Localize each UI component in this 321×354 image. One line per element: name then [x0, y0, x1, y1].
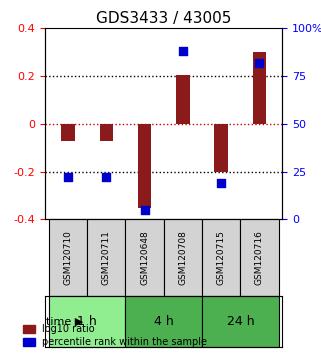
FancyBboxPatch shape: [49, 296, 126, 347]
FancyBboxPatch shape: [126, 219, 164, 296]
Point: [65, 175, 71, 180]
Bar: [100, 124, 113, 141]
Point: [219, 180, 224, 186]
Text: GSM120715: GSM120715: [217, 230, 226, 285]
Text: GSM120708: GSM120708: [178, 230, 187, 285]
Text: GSM120710: GSM120710: [64, 230, 73, 285]
Text: 24 h: 24 h: [227, 315, 254, 328]
Point: [180, 48, 186, 54]
Bar: [214, 124, 228, 172]
Bar: [253, 52, 266, 124]
Text: GSM120716: GSM120716: [255, 230, 264, 285]
Text: time ▶: time ▶: [46, 316, 83, 326]
FancyBboxPatch shape: [164, 219, 202, 296]
FancyBboxPatch shape: [202, 296, 279, 347]
Point: [104, 175, 109, 180]
FancyBboxPatch shape: [202, 219, 240, 296]
Point: [142, 207, 147, 213]
Text: GSM120648: GSM120648: [140, 230, 149, 285]
FancyBboxPatch shape: [126, 296, 202, 347]
Text: 1 h: 1 h: [77, 315, 97, 328]
FancyBboxPatch shape: [240, 219, 279, 296]
Bar: [61, 124, 74, 141]
Legend: log10 ratio, percentile rank within the sample: log10 ratio, percentile rank within the …: [21, 322, 209, 349]
Bar: [176, 75, 190, 124]
Text: 4 h: 4 h: [154, 315, 174, 328]
Text: GSM120711: GSM120711: [102, 230, 111, 285]
FancyBboxPatch shape: [49, 219, 87, 296]
Point: [257, 60, 262, 65]
Title: GDS3433 / 43005: GDS3433 / 43005: [96, 11, 231, 26]
FancyBboxPatch shape: [87, 219, 126, 296]
Bar: [138, 124, 151, 207]
